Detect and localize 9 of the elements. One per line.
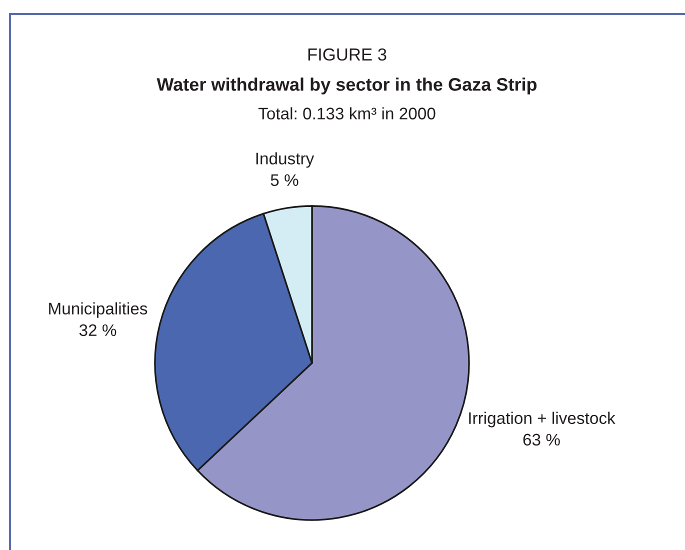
chart-subtitle: Total: 0.133 km³ in 2000 [258, 107, 436, 120]
slice-label: Irrigation + livestock [469, 412, 616, 428]
slice-label: Industry [256, 152, 314, 168]
slice-label: Municipalities [49, 302, 148, 318]
chart-title: Water withdrawal by sector in the Gaza Strip [156, 78, 537, 94]
data-label: 63 % [523, 434, 560, 446]
data-label: 5 % [270, 174, 298, 186]
caption: FIGURE 3 [308, 48, 386, 61]
data-label: 32 % [79, 324, 116, 336]
